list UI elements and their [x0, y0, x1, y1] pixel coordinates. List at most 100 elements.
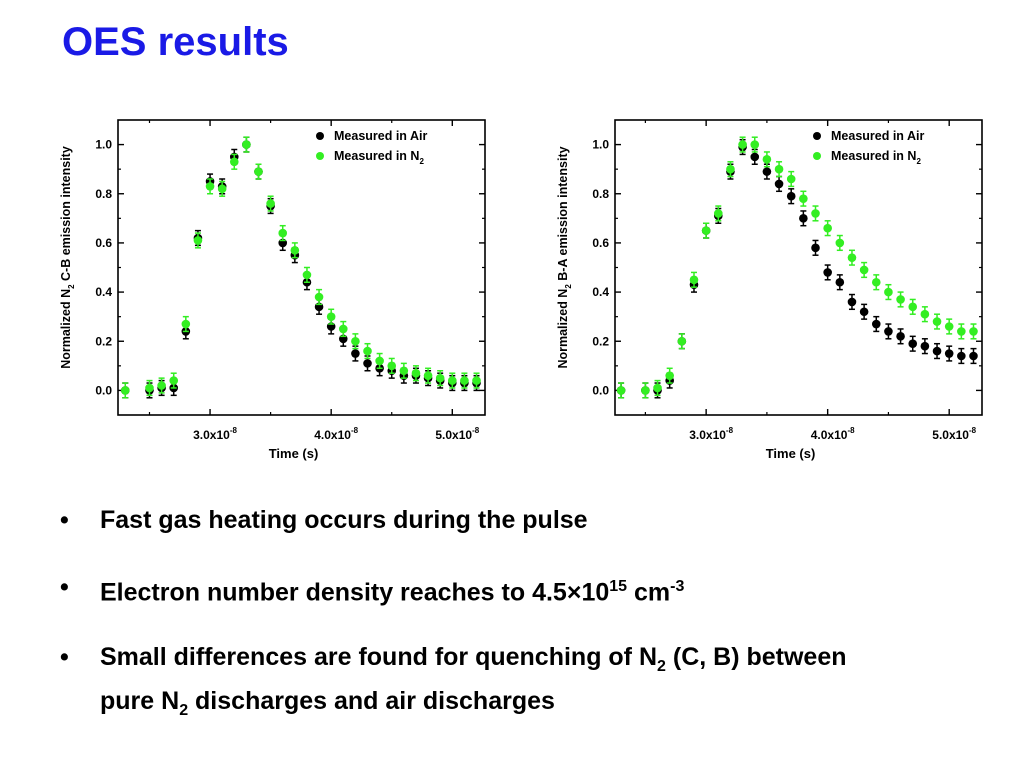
- data-point: [665, 371, 674, 380]
- data-point: [411, 368, 421, 378]
- bullet-text: Fast gas heating occurs during the pulse: [100, 506, 588, 534]
- data-point: [423, 371, 433, 380]
- y-label-part: B-A emission intensity: [556, 146, 570, 284]
- data-point: [762, 167, 772, 176]
- data-point: [799, 214, 808, 223]
- y-label-part: Normalized N: [556, 289, 570, 369]
- x-tick-mantissa: 5.0x10: [435, 428, 472, 442]
- x-tick-mantissa: 4.0x10: [811, 428, 848, 442]
- data-point: [750, 140, 760, 149]
- data-point: [944, 349, 954, 358]
- series-air: [616, 138, 978, 399]
- data-point: [920, 341, 930, 351]
- series-n2: [616, 136, 978, 399]
- data-point: [871, 319, 881, 329]
- bullet-dot: •: [60, 643, 69, 671]
- chart-ba-emission: 0.0 0.2 0.4 0.6 0.8 1.0 3.0x10-8 4.0x10-8 5.0x10…: [545, 98, 1024, 470]
- data-point: [181, 319, 191, 329]
- x-tick-label: 3.0x10-8: [689, 426, 733, 442]
- y-tick-label: 1.0: [592, 138, 609, 152]
- x-tick-exponent: -8: [351, 426, 359, 435]
- y-tick-label: 0.6: [95, 236, 112, 250]
- x-tick-label: 4.0x10-8: [314, 426, 358, 442]
- data-point: [847, 297, 857, 307]
- x-tick-exponent: -8: [847, 426, 855, 435]
- data-point: [932, 346, 942, 356]
- legend-marker: [813, 152, 821, 160]
- bullet-text-part: Electron number density reaches to 4.5: [100, 578, 567, 607]
- bullet-text-part: Small differences are found for quenchin…: [100, 643, 658, 671]
- slide-title: OES results: [62, 20, 289, 64]
- bullet-text: Small differences are found for quenchin…: [100, 640, 847, 728]
- x-tick-exponent: -8: [230, 426, 238, 435]
- y-axis-label: Normalized N2 B-A emission intensity: [556, 146, 573, 368]
- data-point: [713, 209, 723, 218]
- data-point: [145, 383, 154, 393]
- y-label-subscript: 2: [67, 284, 76, 289]
- data-point: [338, 324, 348, 334]
- bullet-text-part: pure N: [100, 687, 180, 715]
- data-point: [799, 194, 808, 203]
- data-point: [266, 199, 275, 208]
- data-point: [908, 339, 918, 349]
- data-point: [811, 209, 820, 218]
- bullet-dot: •: [60, 506, 69, 534]
- data-point: [957, 351, 966, 361]
- y-tick-label: 0.8: [592, 187, 609, 201]
- data-point: [786, 191, 796, 201]
- y-label-part: Normalized N: [59, 289, 73, 369]
- bullet-text-part: (C, B) between: [665, 643, 847, 671]
- x-tick-label: 4.0x10-8: [811, 426, 855, 442]
- data-point: [242, 140, 251, 149]
- data-point: [387, 361, 397, 371]
- legend-label: Measured in Air: [334, 129, 427, 143]
- x-axis-label: Time (s): [269, 446, 319, 461]
- bullet-text-part: cm: [627, 578, 671, 607]
- data-point: [460, 376, 469, 385]
- data-point: [120, 386, 130, 395]
- data-point: [229, 157, 239, 167]
- data-point: [641, 386, 650, 395]
- legend-label: Measured in N2: [831, 149, 921, 166]
- legend-label: Measured in Air: [831, 129, 924, 143]
- data-point: [447, 376, 457, 385]
- data-point: [835, 238, 845, 248]
- legend-marker: [813, 132, 821, 140]
- x-tick-label: 5.0x10-8: [932, 426, 976, 442]
- subscript: 2: [657, 658, 666, 675]
- data-point: [375, 356, 384, 366]
- data-point: [738, 140, 747, 149]
- data-point: [859, 265, 869, 275]
- legend-label: Measured in N2: [334, 149, 424, 166]
- x-tick-mantissa: 3.0x10: [193, 428, 230, 442]
- y-label-part: C-B emission intensity: [59, 146, 73, 284]
- y-tick-label: 0.2: [592, 334, 609, 348]
- data-point: [653, 383, 662, 393]
- data-point: [932, 317, 942, 326]
- bullet-text: Electron number density reaches to 4.5×1…: [100, 570, 684, 609]
- data-point: [278, 228, 288, 238]
- data-point: [351, 336, 360, 346]
- y-tick-label: 0.6: [592, 236, 609, 250]
- data-point: [823, 268, 832, 277]
- data-point: [762, 155, 772, 164]
- data-point: [302, 270, 312, 280]
- chart-svg: 0.00.20.40.60.81.03.0x10-8 4.0x10-8 5.0x10…: [59, 119, 486, 461]
- bullet-dot: •: [60, 573, 69, 601]
- data-point: [472, 376, 481, 385]
- data-point: [677, 336, 687, 346]
- bullet-text-part: discharges and air discharges: [188, 687, 555, 715]
- x-tick-label: 3.0x10-8: [193, 426, 237, 442]
- y-tick-label: 0.4: [592, 285, 609, 299]
- legend-text: Measured in N: [334, 149, 419, 163]
- legend-text: Measured in Air: [831, 129, 924, 143]
- data-point: [326, 312, 336, 321]
- data-point: [689, 275, 699, 285]
- data-point: [859, 307, 869, 317]
- times-symbol: ×: [566, 578, 582, 607]
- x-axis-label: Time (s): [766, 446, 816, 461]
- y-tick-label: 0.8: [95, 187, 112, 201]
- data-point: [290, 245, 300, 255]
- series-n2: [120, 136, 481, 399]
- x-tick-mantissa: 4.0x10: [314, 428, 351, 442]
